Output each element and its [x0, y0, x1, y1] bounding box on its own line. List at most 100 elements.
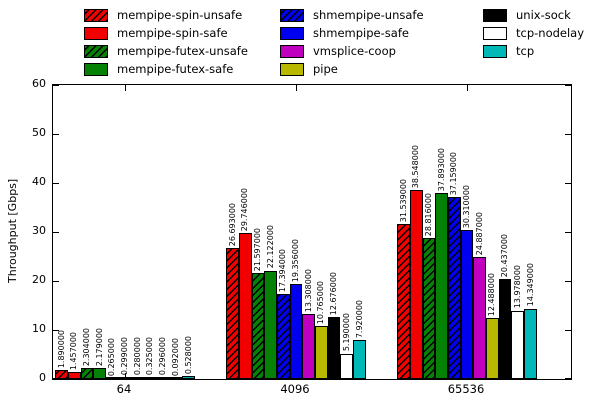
y-tick-label: 10	[32, 322, 46, 335]
bar-mempipe-futex-unsafe-64	[80, 367, 94, 379]
legend-swatch-mempipe-futex-unsafe	[84, 44, 108, 58]
bar-value-label: 1.457000	[69, 331, 79, 370]
legend-item-vmsplice-coop: vmsplice-coop	[280, 42, 424, 60]
legend-swatch-mempipe-spin-safe	[84, 26, 108, 40]
throughput-bar-chart-plot-area: 1.890000 1.457000 2.304000 2.179000 0.265000…	[52, 84, 572, 380]
bar-value-label: 21.597000	[252, 227, 262, 272]
bar-unix-sock-64	[156, 377, 170, 379]
y-tick-label: 40	[32, 175, 46, 188]
legend-item-mempipe-spin-unsafe: mempipe-spin-unsafe	[84, 6, 248, 24]
bar-value-label: 7.920000	[354, 300, 364, 339]
y-tick-mark	[53, 281, 59, 282]
y-tick-label: 60	[32, 77, 46, 90]
bar-tcp-nodelay-4096	[340, 353, 354, 379]
bar-mempipe-spin-safe-65536	[409, 190, 423, 379]
x-tick-mark	[125, 85, 126, 91]
bar-pipe-65536	[486, 317, 499, 379]
bar-value-label: 0.092000	[170, 338, 180, 377]
y-tick-mark	[53, 183, 59, 184]
y-tick-label: 20	[32, 273, 46, 286]
bar-value-label: 31.539000	[398, 179, 408, 223]
bar-vmsplice-coop-65536	[473, 257, 487, 379]
legend-item-unix-sock: unix-sock	[483, 6, 584, 24]
y-tick-mark	[53, 232, 59, 233]
bar-mempipe-spin-unsafe-4096	[226, 248, 239, 379]
bar-value-label: 0.265000	[107, 337, 117, 376]
legend-label: mempipe-spin-unsafe	[117, 8, 243, 22]
y-tick-mark	[565, 281, 571, 282]
bar-value-label: 1.890000	[56, 329, 66, 368]
bar-shmempipe-safe-4096	[289, 284, 303, 379]
bar-unix-sock-65536	[498, 278, 512, 379]
y-tick-mark	[53, 85, 59, 86]
y-tick-mark	[565, 330, 571, 331]
bar-vmsplice-coop-64	[131, 377, 145, 379]
legend-swatch-tcp	[483, 44, 507, 58]
bar-value-label: 0.528000	[183, 336, 193, 375]
bar-tcp-64	[182, 376, 195, 379]
bar-vmsplice-coop-4096	[302, 313, 316, 379]
legend-label: tcp	[516, 44, 535, 58]
legend-column-3: unix-sock tcp-nodelay tcp	[483, 6, 584, 60]
legend-label: tcp-nodelay	[516, 26, 585, 40]
bar-mempipe-futex-safe-65536	[435, 193, 448, 379]
bar-mempipe-spin-unsafe-65536	[397, 224, 410, 379]
bar-value-label: 22.122000	[265, 225, 275, 269]
legend-item-tcp-nodelay: tcp-nodelay	[483, 24, 584, 42]
legend-item-mempipe-futex-safe: mempipe-futex-safe	[84, 60, 248, 78]
legend-swatch-mempipe-futex-safe	[84, 62, 108, 76]
bar-tcp-nodelay-64	[169, 377, 183, 379]
legend-swatch-tcp-nodelay	[483, 26, 507, 40]
bar-value-label: 13.978000	[512, 265, 522, 309]
bar-unix-sock-4096	[327, 316, 341, 379]
bar-value-label: 19.356000	[291, 238, 300, 283]
x-tick-mark	[125, 373, 126, 379]
bar-mempipe-spin-unsafe-64	[55, 369, 68, 379]
y-tick-mark	[565, 232, 571, 233]
y-tick-mark	[565, 85, 571, 86]
bar-value-label: 28.816000	[423, 192, 433, 236]
legend-swatch-shmempipe-safe	[280, 26, 304, 40]
bar-mempipe-futex-safe-4096	[264, 270, 277, 379]
y-tick-label: 30	[32, 224, 46, 237]
bar-tcp-4096	[353, 340, 366, 379]
y-tick-label: 50	[32, 126, 46, 139]
legend-label: vmsplice-coop	[313, 44, 396, 58]
legend-label: pipe	[313, 62, 338, 76]
bar-mempipe-futex-unsafe-65536	[422, 237, 436, 379]
bar-pipe-4096	[315, 326, 328, 379]
bar-value-label: 10.765000	[316, 281, 326, 325]
legend-item-tcp: tcp	[483, 42, 584, 60]
legend-item-mempipe-spin-safe: mempipe-spin-safe	[84, 24, 248, 42]
legend-column-1: mempipe-spin-unsafe mempipe-spin-safe memp…	[84, 6, 248, 78]
bar-shmempipe-unsafe-4096	[276, 293, 290, 379]
bar-value-label: 2.304000	[81, 327, 91, 366]
y-tick-mark	[565, 183, 571, 184]
bar-shmempipe-unsafe-64	[105, 377, 119, 379]
legend-item-shmempipe-unsafe: shmempipe-unsafe	[280, 6, 424, 24]
bar-value-label: 12.676000	[329, 271, 339, 315]
bar-mempipe-futex-unsafe-4096	[251, 273, 265, 379]
legend-swatch-shmempipe-unsafe	[280, 8, 304, 22]
y-tick-mark	[565, 134, 571, 135]
bar-mempipe-spin-safe-64	[67, 371, 81, 379]
bar-value-label: 17.394000	[278, 248, 288, 292]
bar-value-label: 0.280000	[132, 337, 142, 376]
legend-column-2: shmempipe-unsafe shmempipe-safe vmsplice-c…	[280, 6, 424, 78]
legend-swatch-unix-sock	[483, 8, 507, 22]
legend-swatch-vmsplice-coop	[280, 44, 304, 58]
bar-value-label: 37.893000	[436, 148, 446, 192]
bar-value-label: 14.349000	[525, 263, 535, 307]
x-tick-label-64: 64	[116, 382, 132, 396]
legend-item-mempipe-futex-unsafe: mempipe-futex-unsafe	[84, 42, 248, 60]
x-tick-mark	[467, 85, 468, 91]
bar-value-label: 13.308000	[303, 268, 313, 312]
bar-shmempipe-safe-64	[118, 377, 132, 379]
legend-swatch-pipe	[280, 62, 304, 76]
legend-label: unix-sock	[516, 8, 571, 22]
bar-value-label: 5.190000	[341, 313, 351, 352]
legend-item-pipe: pipe	[280, 60, 424, 78]
x-tick-label-65536: 65536	[447, 382, 485, 396]
legend-label: shmempipe-unsafe	[313, 8, 424, 22]
